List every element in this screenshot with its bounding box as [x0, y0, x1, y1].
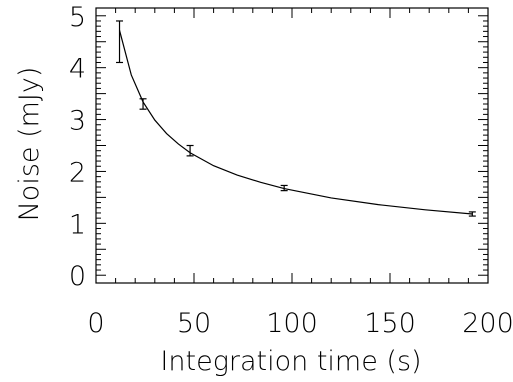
x-tick-label: 150 — [364, 308, 416, 339]
fit-curve-group — [118, 30, 473, 215]
error-bar — [186, 144, 194, 157]
plot-frame-group — [95, 7, 489, 284]
axis-ticks — [95, 8, 489, 283]
plot-frame — [95, 7, 489, 284]
error-bar-group — [116, 20, 476, 217]
x-axis-title: Integration time (s) — [160, 346, 421, 377]
error-bar — [468, 211, 476, 217]
x-tick-label: 200 — [462, 308, 513, 339]
y-tick-label: 2 — [69, 157, 86, 188]
error-bar — [139, 98, 147, 110]
y-tick-label: 3 — [69, 106, 86, 137]
y-tick-label: 4 — [69, 54, 86, 85]
error-bar — [280, 184, 288, 192]
tick-labels-group: 0 50 100 150 200 0 1 2 3 4 5 — [69, 2, 513, 339]
y-tick-label: 1 — [69, 209, 86, 240]
x-tick-label: 0 — [87, 308, 104, 339]
x-tick-label: 50 — [177, 308, 211, 339]
y-tick-label: 0 — [69, 261, 86, 292]
fit-curve — [118, 30, 473, 215]
y-axis-title: Noise (mJy) — [14, 67, 45, 222]
error-bar — [116, 20, 124, 64]
x-tick-label: 100 — [266, 308, 318, 339]
y-tick-label: 5 — [69, 2, 86, 33]
